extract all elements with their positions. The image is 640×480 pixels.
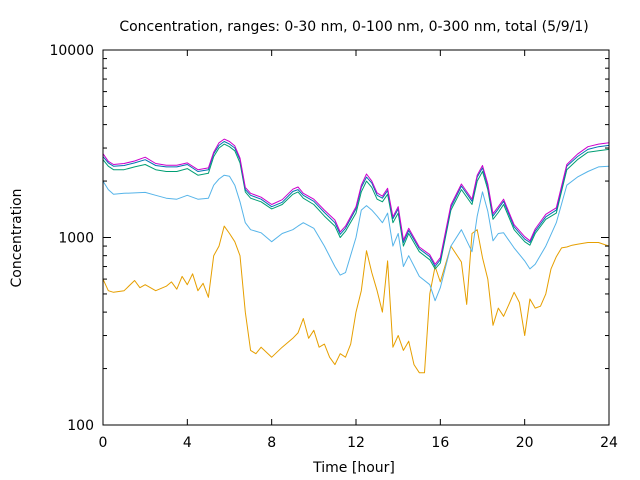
- y-axis: 100 1000 10000: [49, 43, 609, 434]
- series-line-4: [102, 141, 610, 267]
- x-tick-label: 20: [516, 435, 534, 451]
- y-axis-label: Concentration: [9, 188, 25, 287]
- x-tick-label: 4: [183, 435, 192, 451]
- x-tick-label: 12: [347, 435, 365, 451]
- x-tick-label: 8: [267, 435, 276, 451]
- series-line-2: [102, 165, 610, 302]
- y-tick-label: 1000: [58, 231, 94, 247]
- x-tick-label: 0: [99, 435, 108, 451]
- x-axis-label: Time [hour]: [312, 460, 395, 476]
- series-layer: [102, 138, 610, 374]
- x-axis: 0 4 8 12 16 20 24: [99, 50, 618, 451]
- series-line-5: [102, 138, 610, 265]
- x-tick-label: 16: [431, 435, 449, 451]
- chart-title: Concentration, ranges: 0-30 nm, 0-100 nm…: [119, 19, 588, 35]
- series-line-1: [102, 225, 610, 374]
- y-tick-label: 100: [67, 418, 94, 434]
- y-tick-label: 10000: [49, 43, 94, 59]
- x-tick-label: 24: [600, 435, 618, 451]
- series-line-3: [102, 143, 610, 270]
